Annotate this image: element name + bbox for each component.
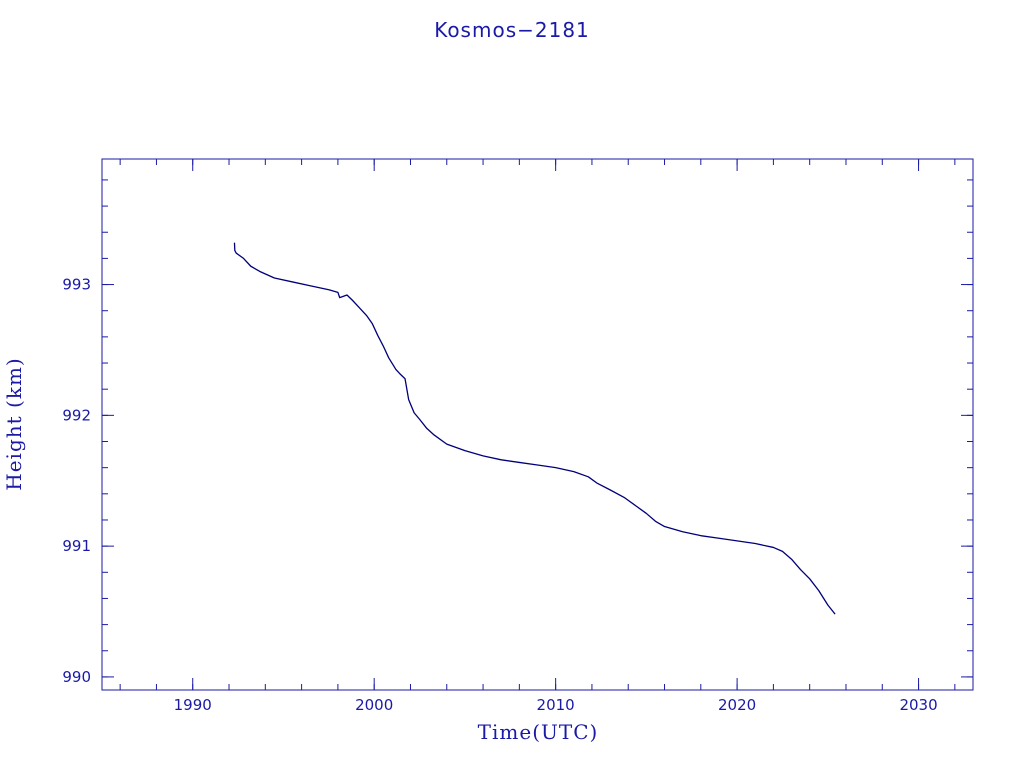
x-axis-label: Time(UTC) — [478, 720, 599, 744]
y-tick-label: 990 — [62, 668, 91, 686]
x-tick-label: 2020 — [718, 696, 756, 714]
axis-ticks — [102, 159, 973, 690]
chart-title: Kosmos−2181 — [434, 18, 590, 42]
x-tick-label: 2030 — [899, 696, 937, 714]
x-tick-label: 2000 — [355, 696, 393, 714]
y-axis-label: Height (km) — [2, 357, 26, 490]
series-line-height — [233, 242, 836, 615]
y-tick-label: 992 — [62, 406, 91, 424]
x-tick-label: 1990 — [174, 696, 212, 714]
y-tick-label: 991 — [62, 537, 91, 555]
y-tick-label: 993 — [62, 276, 91, 294]
axis-tick-labels: 1990 2000 2010 2020 2030 990 991 992 993 — [62, 276, 937, 714]
x-tick-label: 2010 — [537, 696, 575, 714]
plot-area-frame — [101, 158, 974, 691]
